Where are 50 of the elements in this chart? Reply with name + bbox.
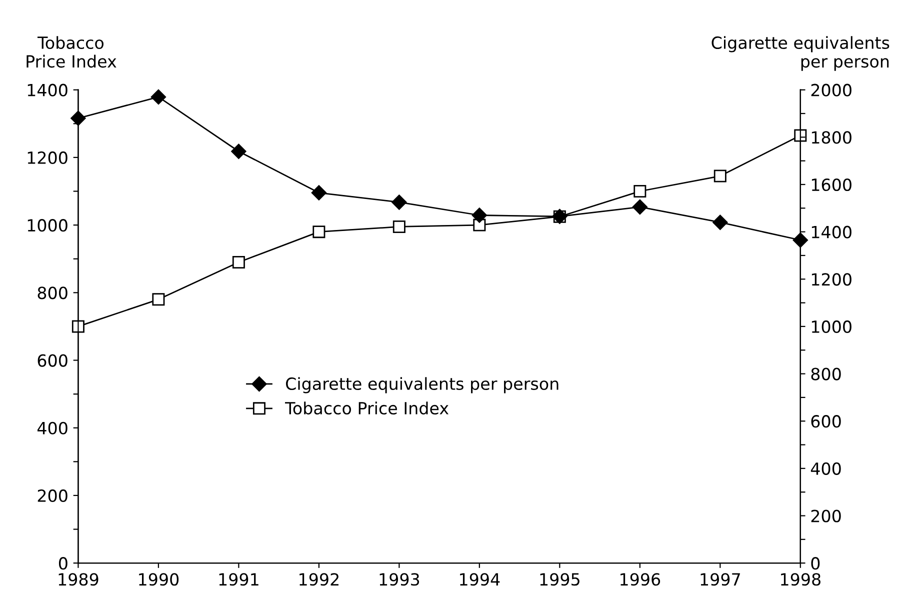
y-tick-label: 200 [38,489,68,502]
point [392,220,406,233]
y2-tick-label: 600 [811,415,841,428]
y-tick-label: 1400 [28,84,68,96]
x-tick-label: 1997 [700,573,740,586]
legend-label: Tobacco Price Index [285,402,449,415]
y-tick-label: 600 [38,354,68,367]
point [634,185,646,198]
y2-tick-label: 1600 [812,178,852,192]
y2-axis-title: Cigarette equivalents per person [712,36,890,71]
y2-tick-label: 0 [811,557,820,570]
y-axis-title: Tobacco Price Index [26,36,116,68]
x-tick-label: 1992 [300,573,338,586]
y-tick-label: 1000 [28,219,68,232]
point [392,194,407,210]
x-tick-label: 1991 [219,573,258,586]
point [792,232,808,248]
point [152,293,165,306]
x-tick-label: 1998 [781,573,820,586]
y-tick-label: 400 [37,422,68,434]
y2-tick-label: 400 [810,462,841,475]
y2-tick-label: 1400 [812,226,852,238]
x-tick-label: 1996 [620,573,660,586]
point [714,170,726,182]
y2-tick-label: 1800 [812,131,852,144]
point [632,199,648,215]
x-tick-label: 1989 [58,573,98,586]
y2-tick-label: 800 [811,368,841,380]
point [150,89,166,105]
y2-tick-label: 2000 [811,84,852,96]
y2-tick-label: 1200 [812,273,852,286]
point [312,226,326,238]
y-tick-label: 1200 [28,151,68,164]
legend-label: Cigarette equivalents per person [286,377,558,394]
point [72,320,84,333]
point [712,214,728,230]
y-tick-label: 800 [38,286,68,300]
y-tick-label: 0 [58,557,68,570]
point [472,208,487,223]
y2-tick-label: 200 [811,510,841,522]
point [794,129,807,142]
x-tick-label: 1990 [139,573,179,586]
x-tick-label: 1993 [380,573,420,586]
point [231,144,246,159]
x-tick-label: 1995 [540,573,580,586]
point [232,256,245,268]
point [311,185,327,200]
point [70,110,86,126]
x-tick-label: 1994 [460,573,500,586]
y2-tick-label: 1000 [812,320,852,334]
